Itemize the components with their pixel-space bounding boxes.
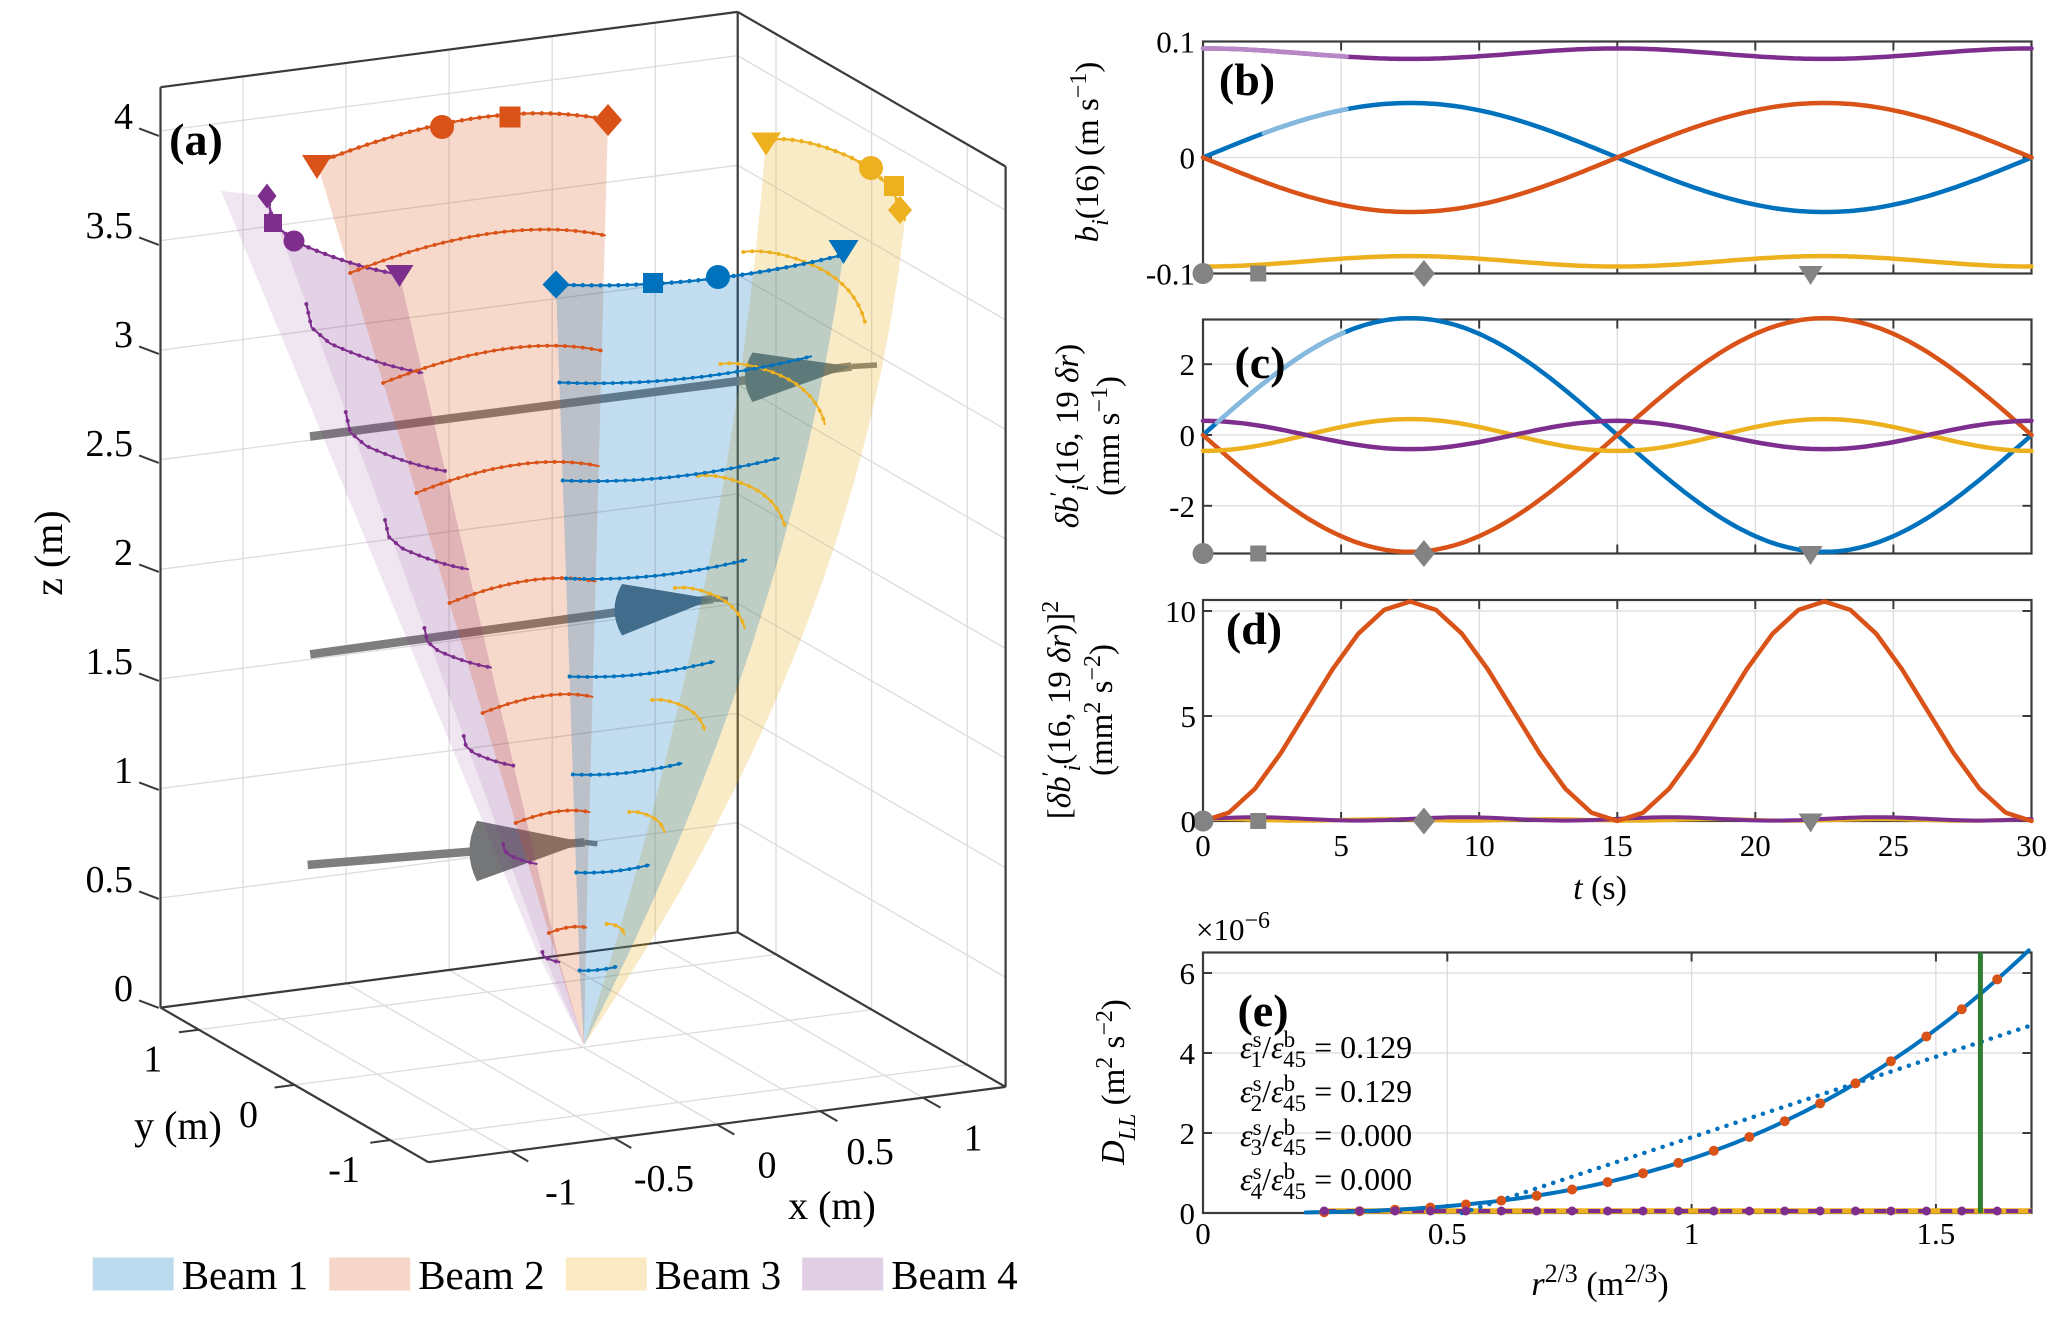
svg-text:0.1: 0.1 [1156, 25, 1195, 60]
svg-text:-2: -2 [1169, 489, 1195, 524]
svg-text:(e): (e) [1237, 985, 1288, 1036]
svg-text:-0.5: -0.5 [634, 1158, 694, 1200]
svg-text:t (s): t (s) [1573, 870, 1627, 907]
svg-text:Beam 2: Beam 2 [418, 1252, 544, 1298]
svg-text:-0.1: -0.1 [1146, 257, 1195, 292]
svg-text:0: 0 [1180, 141, 1196, 176]
svg-text:-1: -1 [545, 1171, 577, 1213]
svg-text:1.5: 1.5 [1917, 1216, 1956, 1251]
svg-text:x (m): x (m) [788, 1183, 876, 1228]
svg-text:0: 0 [1180, 418, 1196, 453]
svg-text:10: 10 [1464, 828, 1495, 863]
svg-text:DLL (m2 s−2): DLL (m2 s−2) [1092, 999, 1141, 1166]
svg-text:4: 4 [114, 96, 133, 138]
svg-text:0.5: 0.5 [86, 859, 134, 901]
svg-text:15: 15 [1602, 828, 1633, 863]
svg-text:3: 3 [114, 314, 133, 356]
svg-text:5: 5 [1333, 828, 1349, 863]
svg-text:(mm s−1): (mm s−1) [1087, 376, 1127, 496]
svg-text:3.5: 3.5 [86, 205, 134, 247]
svg-text:(mm2 s−2): (mm2 s−2) [1080, 644, 1120, 776]
svg-text:4: 4 [1180, 1036, 1196, 1071]
svg-text:0: 0 [239, 1094, 258, 1136]
svg-text:2.5: 2.5 [86, 423, 134, 465]
svg-text:5: 5 [1181, 699, 1197, 734]
svg-text:1: 1 [114, 750, 133, 792]
svg-text:2: 2 [114, 532, 133, 574]
svg-text:Beam 3: Beam 3 [655, 1252, 781, 1298]
svg-text:0.5: 0.5 [846, 1131, 894, 1173]
svg-text:δb′i(16, 19 δr): δb′i(16, 19 δr) [1046, 344, 1094, 528]
svg-text:30: 30 [2016, 828, 2047, 863]
svg-text:0.5: 0.5 [1428, 1216, 1467, 1251]
svg-text:0: 0 [758, 1145, 777, 1187]
svg-text:2: 2 [1180, 347, 1196, 382]
svg-text:(b): (b) [1219, 54, 1275, 105]
svg-text:Beam 4: Beam 4 [891, 1252, 1017, 1298]
svg-text:bi(16) (m s−1): bi(16) (m s−1) [1066, 62, 1114, 243]
svg-text:1: 1 [964, 1118, 983, 1160]
svg-text:(d): (d) [1226, 603, 1282, 654]
svg-text:1: 1 [1684, 1216, 1700, 1251]
svg-text:0: 0 [1195, 1216, 1211, 1251]
svg-text:25: 25 [1878, 828, 1909, 863]
svg-text:Beam 1: Beam 1 [182, 1252, 308, 1298]
svg-text:0: 0 [1181, 804, 1197, 839]
svg-text:0: 0 [1195, 828, 1211, 863]
svg-text:y (m): y (m) [134, 1103, 222, 1148]
svg-text:(c): (c) [1234, 337, 1285, 388]
svg-text:1: 1 [143, 1039, 162, 1081]
svg-text:2: 2 [1180, 1116, 1196, 1151]
svg-text:(a): (a) [169, 114, 223, 165]
svg-text:z (m): z (m) [26, 510, 71, 596]
svg-text:0: 0 [114, 968, 133, 1010]
svg-text:-1: -1 [328, 1149, 360, 1191]
svg-text:10: 10 [1165, 594, 1196, 629]
svg-text:r2/3 (m2/3): r2/3 (m2/3) [1531, 1259, 1668, 1303]
svg-text:20: 20 [1740, 828, 1771, 863]
svg-text:1.5: 1.5 [86, 641, 134, 683]
svg-text:0: 0 [1180, 1196, 1196, 1231]
svg-text:6: 6 [1180, 956, 1196, 991]
svg-text:[δb′i(16, 19 δr)]2: [δb′i(16, 19 δr)]2 [1038, 601, 1086, 819]
